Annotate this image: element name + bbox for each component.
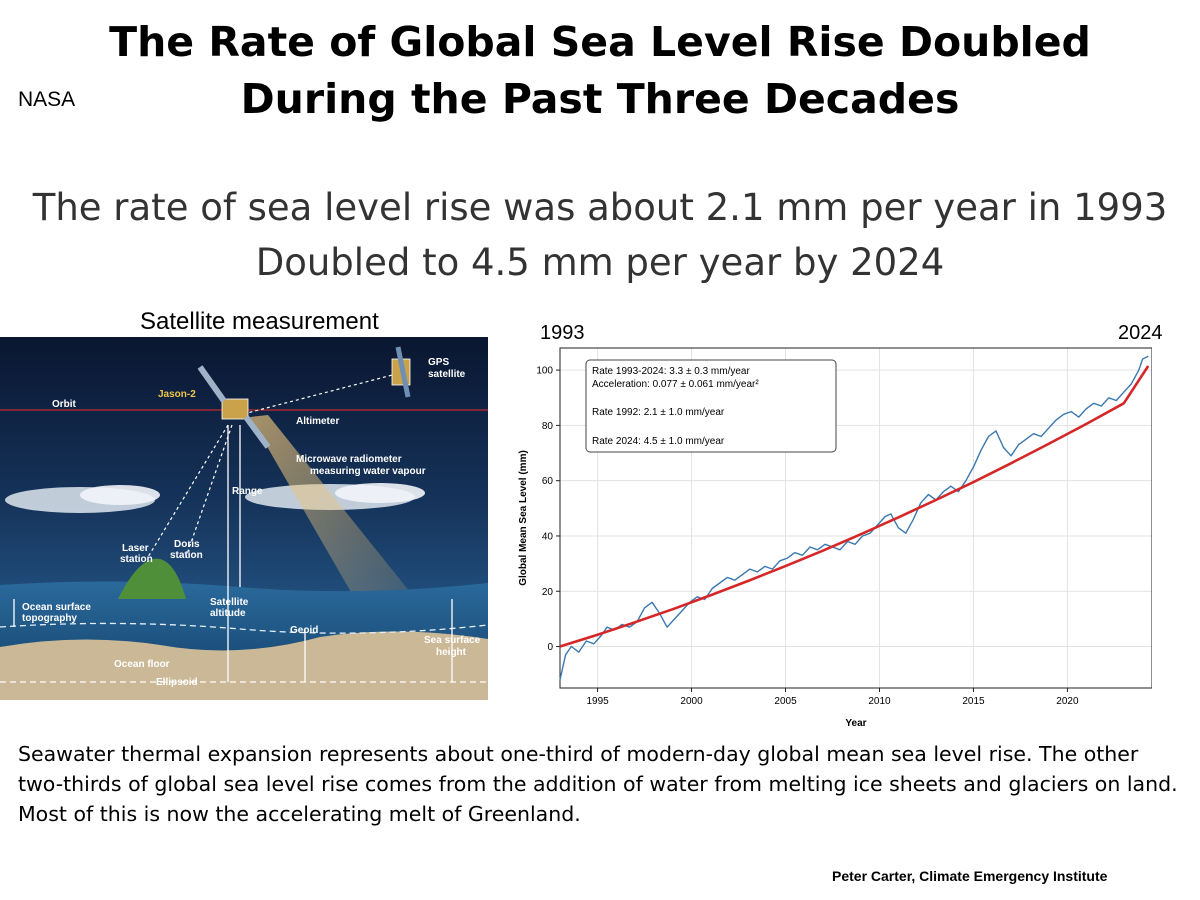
y-tick-label: 40 (542, 531, 554, 542)
label-gps: GPS (428, 357, 449, 368)
y-tick-label: 80 (542, 421, 554, 432)
chart-end-year: 2024 (1118, 322, 1163, 344)
title-line-2: During the Past Three Decades (240, 75, 960, 123)
label-ellipsoid: Ellipsoid (156, 677, 198, 688)
annotation-rate-1993-2024: Rate 1993-2024: 3.3 ± 0.3 mm/year (592, 366, 750, 377)
x-tick-label: 2000 (680, 696, 703, 707)
label-altimeter: Altimeter (296, 416, 339, 427)
chart-start-year: 1993 (540, 322, 585, 344)
gps-satellite-icon (391, 346, 411, 398)
satellite-measurement-diagram: GPS satellite Jason-2 Orbit Altimeter Mi… (0, 337, 488, 700)
label-gps-satellite: satellite (428, 369, 466, 380)
x-tick-label: 1995 (586, 696, 609, 707)
subtitle-line-1: The rate of sea level rise was about 2.1… (32, 186, 1168, 229)
annotation-rate-1992: Rate 1992: 2.1 ± 1.0 mm/year (592, 407, 725, 418)
label-geoid: Geoid (290, 625, 318, 636)
page-title: The Rate of Global Sea Level Rise Double… (0, 14, 1200, 128)
y-axis-label: Global Mean Sea Level (mm) (518, 450, 529, 586)
diagram-caption: Satellite measurement (140, 308, 379, 335)
chart-annotation-box: Rate 1993-2024: 3.3 ± 0.3 mm/year Accele… (585, 359, 837, 453)
x-tick-label: 2005 (774, 696, 797, 707)
gmsl-observation-line (559, 355, 1149, 680)
geoid-line (0, 622, 488, 634)
footer-paragraph: Seawater thermal expansion represents ab… (18, 742, 1178, 826)
island (118, 558, 186, 599)
label-topography: topography (22, 613, 77, 624)
label-range: Range (232, 486, 263, 497)
x-tick-label: 2015 (962, 696, 985, 707)
label-jason-2: Jason-2 (158, 389, 196, 400)
label-sea-surface: Sea surface (424, 635, 481, 646)
plot-frame (559, 347, 1152, 689)
label-radiometer-2: measuring water vapour (310, 466, 426, 477)
y-tick-label: 100 (536, 366, 553, 377)
label-satellite: Satellite (210, 597, 249, 608)
subtitle: The rate of sea level rise was about 2.1… (0, 180, 1200, 290)
sea-level-chart: 1995 2000 2005 2010 2015 2020 0 20 40 60 80 100 Rat… (512, 340, 1152, 730)
x-tick-label: 2010 (868, 696, 891, 707)
x-tick-label: 2020 (1056, 696, 1079, 707)
chart-series (559, 355, 1150, 680)
label-laser-station: station (120, 554, 153, 565)
label-radiometer-1: Microwave radiometer (296, 454, 402, 465)
source-label: NASA (18, 88, 76, 111)
seafloor (0, 631, 488, 700)
chart-ticks: 1995 2000 2005 2010 2015 2020 0 20 40 60 80 100 (536, 366, 1079, 707)
radiometer-beam (250, 415, 410, 599)
title-line-1: The Rate of Global Sea Level Rise Double… (109, 18, 1091, 66)
label-orbit: Orbit (52, 399, 77, 410)
credit-line: Peter Carter, Climate Emergency Institut… (832, 868, 1108, 884)
jason-2-satellite-icon (197, 365, 271, 449)
label-doris: Doris (174, 539, 200, 550)
y-tick-label: 0 (547, 642, 553, 653)
subtitle-line-2: Doubled to 4.5 mm per year by 2024 (255, 241, 945, 284)
y-tick-label: 60 (542, 476, 554, 487)
annotation-acceleration: Acceleration: 0.077 ± 0.061 mm/year² (592, 379, 759, 390)
label-height: height (436, 647, 467, 658)
label-doris-station: station (170, 550, 203, 561)
annotation-rate-2024: Rate 2024: 4.5 ± 1.0 mm/year (592, 436, 725, 447)
quadratic-fit-line (559, 365, 1150, 648)
label-altitude: altitude (210, 608, 246, 619)
label-ocean-floor: Ocean floor (114, 659, 170, 670)
label-laser: Laser (122, 543, 149, 554)
label-ocean-surface: Ocean surface (22, 602, 91, 613)
x-axis-label: Year (845, 718, 866, 729)
y-tick-label: 20 (542, 587, 554, 598)
